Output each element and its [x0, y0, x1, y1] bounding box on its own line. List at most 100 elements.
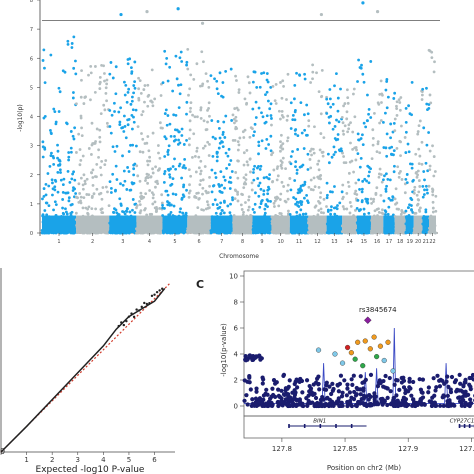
ld-point	[377, 343, 384, 349]
manhattan-point	[416, 173, 419, 177]
manhattan-point	[382, 199, 386, 203]
regional-point	[388, 389, 393, 394]
manhattan-point	[298, 190, 302, 194]
manhattan-point	[210, 190, 214, 194]
manhattan-point	[242, 151, 246, 155]
regional-point	[445, 393, 450, 398]
manhattan-point	[359, 156, 363, 160]
manhattan-point	[335, 72, 338, 76]
manhattan-point	[159, 94, 163, 97]
manhattan-point	[332, 145, 336, 149]
manhattan-point	[348, 211, 352, 215]
manhattan-point	[291, 118, 295, 122]
manhattan-point	[114, 208, 118, 212]
manhattan-point	[234, 171, 238, 174]
manhattan-point	[180, 127, 184, 131]
manhattan-point	[286, 139, 289, 143]
manhattan-point	[253, 164, 257, 168]
manhattan-point	[57, 159, 61, 162]
regional-point	[395, 398, 400, 403]
manhattan-point	[133, 60, 137, 64]
manhattan-point	[375, 186, 379, 190]
manhattan-point	[146, 163, 150, 167]
manhattan-point	[61, 206, 64, 210]
manhattan-point	[104, 91, 108, 95]
manhattan-point	[368, 170, 371, 174]
manhattan-point	[128, 210, 132, 214]
manhattan-point	[379, 173, 383, 176]
manhattan-point	[371, 136, 375, 140]
manhattan-y-tick-label: 5	[30, 85, 33, 91]
regional-point	[426, 390, 431, 395]
manhattan-point	[195, 192, 199, 195]
manhattan-point	[80, 69, 83, 72]
manhattan-point	[98, 87, 102, 90]
manhattan-point	[386, 95, 390, 99]
regional-point	[394, 378, 399, 383]
manhattan-point	[108, 125, 112, 128]
manhattan-point	[52, 156, 56, 160]
manhattan-point	[91, 176, 95, 179]
manhattan-point-band	[187, 215, 211, 233]
manhattan-point	[56, 190, 60, 194]
manhattan-point	[319, 177, 322, 181]
manhattan-point	[141, 137, 145, 141]
qq-tail-point	[117, 324, 120, 328]
manhattan-point	[98, 75, 102, 79]
manhattan-point	[41, 59, 45, 62]
manhattan-point	[133, 162, 137, 166]
regional-point	[286, 394, 291, 399]
manhattan-point	[204, 128, 208, 132]
manhattan-point	[344, 161, 348, 165]
manhattan-point	[131, 127, 134, 131]
regional-point	[345, 386, 350, 391]
manhattan-point	[393, 117, 397, 121]
manhattan-point	[310, 153, 313, 157]
manhattan-point	[138, 211, 142, 215]
manhattan-point	[206, 140, 210, 144]
regional-point	[407, 379, 412, 384]
manhattan-point	[386, 212, 390, 216]
manhattan-point	[206, 203, 210, 207]
manhattan-point	[390, 198, 394, 202]
manhattan-point	[58, 168, 62, 172]
manhattan-point	[297, 188, 300, 192]
manhattan-point	[385, 80, 389, 83]
regional-point	[254, 389, 259, 394]
manhattan-point	[383, 174, 386, 178]
manhattan-point	[83, 182, 87, 186]
manhattan-point	[424, 184, 428, 188]
manhattan-point	[352, 87, 356, 91]
manhattan-point	[258, 181, 262, 185]
manhattan-point	[143, 207, 147, 210]
manhattan-y-tick-label: 0	[30, 231, 33, 237]
regional-point	[471, 377, 474, 382]
regional-point	[391, 403, 396, 408]
manhattan-point	[377, 211, 381, 214]
manhattan-point	[277, 204, 281, 208]
manhattan-point	[385, 132, 389, 136]
manhattan-point	[410, 198, 414, 202]
manhattan-point	[145, 175, 149, 179]
manhattan-point	[415, 175, 419, 179]
manhattan-point	[427, 106, 431, 110]
regional-point	[457, 399, 463, 404]
manhattan-point	[316, 175, 320, 179]
manhattan-point	[404, 130, 408, 134]
chromosome-tick-label: 22	[429, 239, 435, 245]
regional-point	[242, 398, 247, 403]
manhattan-point	[215, 150, 219, 154]
manhattan-point	[370, 157, 374, 161]
manhattan-point	[49, 132, 53, 136]
manhattan-point	[422, 170, 426, 173]
regional-point	[403, 388, 408, 393]
manhattan-point	[215, 159, 219, 163]
manhattan-point	[342, 132, 346, 136]
manhattan-point	[188, 183, 191, 187]
manhattan-point	[319, 112, 323, 116]
gene-label: CYP27C1	[450, 419, 474, 425]
manhattan-point	[426, 191, 429, 195]
manhattan-point	[328, 97, 332, 101]
manhattan-point	[150, 212, 154, 216]
qq-x-tick-label: 6	[152, 456, 157, 464]
